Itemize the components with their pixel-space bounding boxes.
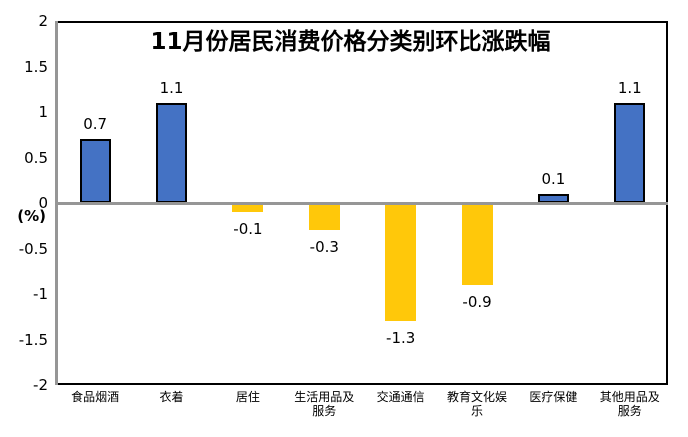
bar-value-label: 0.7	[83, 115, 108, 134]
chart-title: 11月份居民消费价格分类别环比涨跌幅	[150, 29, 551, 55]
y-axis-tick-label: 0	[38, 194, 48, 212]
y-axis-tick-label: -1	[33, 285, 48, 303]
bar	[79, 139, 111, 203]
bar	[385, 203, 417, 322]
bar	[232, 203, 264, 213]
bar-value-label: 1.1	[159, 78, 184, 97]
bar	[614, 102, 646, 203]
zero-axis-line	[55, 201, 668, 205]
y-axis-tick-label: 1	[38, 103, 48, 121]
y-axis-tick-label: 0.5	[24, 148, 48, 167]
y-axis-tick-label: -1.5	[18, 330, 48, 349]
x-axis-category-label: 其他用品及 服务	[599, 390, 660, 418]
bar-value-label: -0.3	[309, 238, 339, 257]
x-axis-category-label: 交通通信	[376, 390, 425, 404]
bar	[308, 203, 340, 231]
x-axis-category-label: 教育文化娱 乐	[447, 390, 508, 418]
x-axis-category-label: 衣着	[159, 390, 184, 404]
bar-value-label: 0.1	[541, 169, 566, 188]
bar-value-label: -0.9	[462, 292, 492, 311]
y-axis-tick-label: 1.5	[24, 57, 48, 76]
x-axis-category-label: 生活用品及 服务	[294, 390, 355, 418]
x-axis-category-label: 居住	[235, 390, 260, 404]
bar	[156, 102, 188, 203]
bar-value-label: -1.3	[386, 329, 416, 348]
y-axis-tick-label: -2	[33, 376, 48, 394]
y-axis-tick-label: 2	[38, 12, 48, 30]
bar	[461, 203, 493, 285]
bar-value-label: 1.1	[617, 78, 642, 97]
y-axis-unit-label: (%)	[17, 207, 46, 225]
bar-value-label: -0.1	[233, 220, 263, 239]
x-axis-category-label: 食品烟酒	[71, 390, 120, 404]
x-axis-category-label: 医疗保健	[529, 390, 578, 404]
y-axis-tick-label: -0.5	[18, 239, 48, 258]
